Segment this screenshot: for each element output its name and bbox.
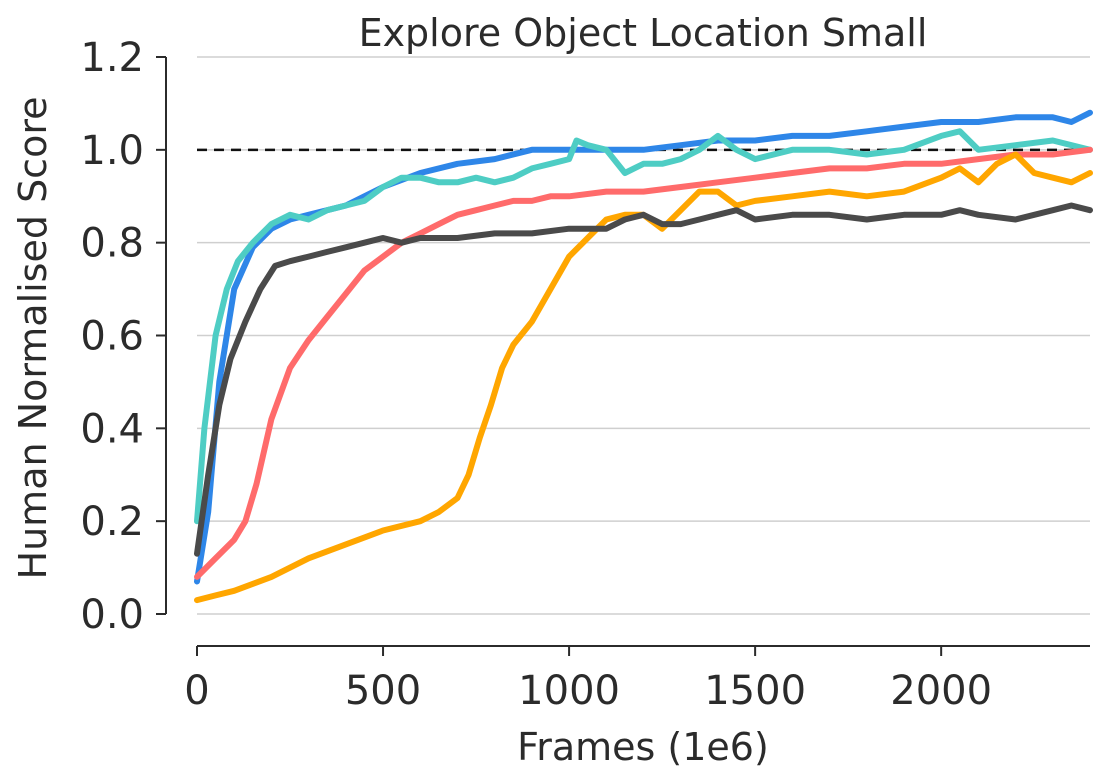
series-line-4 [194, 151, 1093, 604]
y-tick-label: 0.8 [80, 221, 144, 267]
series-line-2 [194, 128, 1093, 525]
y-tick-label: 0.4 [80, 406, 144, 452]
series-group [194, 109, 1093, 604]
series-line-3 [194, 146, 1093, 580]
y-tick-label: 1.2 [80, 35, 144, 81]
x-axis-title: Frames (1e6) [517, 725, 769, 769]
x-tick-label: 0 [184, 668, 209, 714]
x-tick-label: 1000 [518, 668, 620, 714]
x-tick-label: 500 [345, 668, 421, 714]
series-line-5 [194, 202, 1093, 557]
x-tick-label: 1500 [704, 668, 806, 714]
grid-lines [197, 56, 1090, 615]
chart-title: Explore Object Location Small [359, 11, 928, 55]
series-line-1 [194, 109, 1093, 585]
y-tick-label: 0.6 [80, 314, 144, 360]
x-tick-label: 2000 [890, 668, 992, 714]
axes: 0.0 0.2 0.4 0.6 0.8 1.0 1.2 0 500 1000 1500 2000 [80, 35, 1090, 714]
y-tick-label: 0.0 [80, 592, 144, 638]
y-tick-label: 0.2 [80, 499, 144, 545]
y-tick-label: 1.0 [80, 128, 144, 174]
y-axis-title: Human Normalised Score [11, 97, 55, 580]
